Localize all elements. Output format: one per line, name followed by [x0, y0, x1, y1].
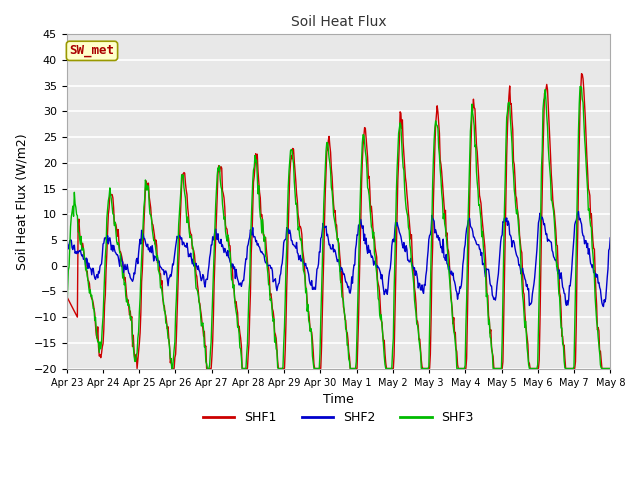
SHF1: [133, 366, 141, 372]
SHF1: [73, 313, 81, 319]
SHF2: [212, 232, 220, 238]
SHF1: [213, 194, 221, 200]
SHF3: [168, 366, 176, 372]
SHF2: [73, 251, 81, 256]
SHF1: [129, 344, 136, 349]
SHF2: [184, 246, 191, 252]
Line: SHF3: SHF3: [67, 86, 611, 369]
SHF1: [184, 212, 192, 218]
SHF2: [420, 282, 428, 288]
SHF3: [577, 84, 584, 89]
SHF1: [578, 71, 586, 76]
Line: SHF1: SHF1: [67, 73, 611, 369]
SHF3: [184, 220, 192, 226]
SHF2: [607, 235, 614, 241]
Y-axis label: Soil Heat Flux (W/m2): Soil Heat Flux (W/m2): [15, 133, 28, 270]
Title: Soil Heat Flux: Soil Heat Flux: [291, 15, 387, 29]
SHF2: [575, 209, 582, 215]
SHF3: [421, 366, 429, 372]
SHF3: [607, 366, 614, 372]
SHF2: [600, 304, 607, 310]
SHF3: [63, 316, 70, 322]
Text: SW_met: SW_met: [70, 44, 115, 57]
SHF3: [129, 336, 136, 342]
Legend: SHF1, SHF2, SHF3: SHF1, SHF2, SHF3: [198, 406, 479, 429]
SHF1: [405, 217, 413, 223]
SHF1: [421, 366, 429, 372]
SHF2: [63, 246, 70, 252]
Line: SHF2: SHF2: [67, 212, 611, 307]
X-axis label: Time: Time: [323, 393, 354, 406]
SHF1: [607, 366, 614, 372]
SHF2: [129, 278, 136, 284]
SHF3: [73, 212, 81, 217]
SHF2: [404, 257, 412, 263]
SHF3: [405, 228, 413, 233]
SHF3: [213, 173, 221, 179]
SHF1: [63, 294, 70, 300]
